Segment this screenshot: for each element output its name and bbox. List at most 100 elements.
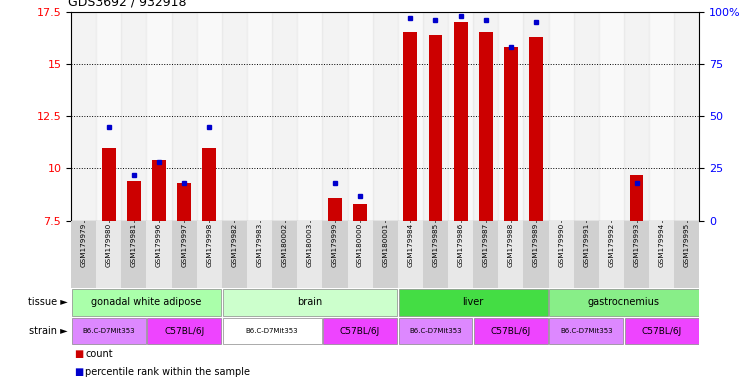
Text: ■: ■ [74,349,84,359]
Bar [649,12,674,221]
Text: GSM179998: GSM179998 [206,223,212,267]
Bar [524,12,548,221]
Text: liver: liver [462,297,484,308]
Text: GSM180000: GSM180000 [357,223,363,267]
Text: GSM179979: GSM179979 [81,223,87,267]
Bar [197,12,222,221]
Bar [328,198,342,221]
Bar [599,12,624,221]
Bar [322,12,348,221]
Text: tissue ►: tissue ► [28,297,67,308]
Bar [152,160,166,221]
Bar [649,221,674,288]
FancyBboxPatch shape [72,318,146,344]
Bar [504,47,518,221]
Bar [121,12,147,221]
Bar [272,12,297,221]
Text: C57BL/6J: C57BL/6J [642,327,682,336]
Bar [102,147,116,221]
FancyBboxPatch shape [399,318,473,344]
Text: GSM179996: GSM179996 [156,223,162,267]
Bar [147,12,171,221]
Bar [398,221,423,288]
Text: percentile rank within the sample: percentile rank within the sample [85,366,250,377]
Bar [473,12,498,221]
Bar [127,181,141,221]
FancyBboxPatch shape [147,318,221,344]
Bar [423,12,448,221]
FancyBboxPatch shape [72,289,221,316]
Bar [171,221,197,288]
Text: GSM179981: GSM179981 [131,223,137,267]
Text: B6.C-D7Mit353: B6.C-D7Mit353 [246,328,298,334]
Text: gastrocnemius: gastrocnemius [588,297,660,308]
FancyBboxPatch shape [399,289,548,316]
Text: GSM179983: GSM179983 [257,223,263,267]
Bar [524,221,548,288]
Bar [624,221,649,288]
FancyBboxPatch shape [625,318,699,344]
Bar [222,221,247,288]
Bar [353,204,367,221]
Bar [272,221,297,288]
Bar [247,221,272,288]
Text: C57BL/6J: C57BL/6J [340,327,380,336]
Bar [177,183,191,221]
Bar [498,221,524,288]
Text: strain ►: strain ► [28,326,67,336]
Bar [197,221,222,288]
Bar [448,12,473,221]
Text: gonadal white adipose: gonadal white adipose [91,297,202,308]
Text: GDS3692 / 932918: GDS3692 / 932918 [68,0,186,9]
Bar [574,221,599,288]
Bar [674,221,699,288]
Bar [71,221,96,288]
Text: GSM179988: GSM179988 [508,223,514,267]
Bar [630,175,643,221]
Bar [96,221,121,288]
Bar [498,12,524,221]
Bar [71,12,96,221]
Bar [297,12,322,221]
Text: brain: brain [297,297,322,308]
Text: C57BL/6J: C57BL/6J [491,327,531,336]
Bar [121,221,147,288]
Text: B6.C-D7Mit353: B6.C-D7Mit353 [560,328,613,334]
Bar [373,12,398,221]
Text: B6.C-D7Mit353: B6.C-D7Mit353 [409,328,462,334]
Text: GSM179991: GSM179991 [583,223,589,267]
Text: GSM179984: GSM179984 [408,223,414,267]
Text: GSM180001: GSM180001 [382,223,388,267]
FancyBboxPatch shape [549,318,623,344]
FancyBboxPatch shape [223,318,322,344]
Text: GSM179995: GSM179995 [684,223,690,267]
Text: GSM179993: GSM179993 [634,223,640,267]
Text: GSM179982: GSM179982 [231,223,237,267]
Bar [247,12,272,221]
Text: B6.C-D7Mit353: B6.C-D7Mit353 [82,328,135,334]
Bar [548,221,574,288]
Bar [373,221,398,288]
Bar [297,221,322,288]
Text: GSM179992: GSM179992 [608,223,614,267]
Text: GSM179994: GSM179994 [659,223,665,267]
Bar [429,35,442,221]
Text: GSM179989: GSM179989 [533,223,539,267]
Text: GSM179986: GSM179986 [458,223,464,267]
Text: GSM180002: GSM180002 [282,223,288,267]
Bar [203,147,216,221]
Text: GSM179990: GSM179990 [558,223,564,267]
Bar [674,12,699,221]
Text: GSM179997: GSM179997 [181,223,187,267]
Bar [348,221,373,288]
Bar [222,12,247,221]
FancyBboxPatch shape [474,318,548,344]
Bar [454,22,468,221]
Bar [473,221,498,288]
Bar [448,221,473,288]
Bar [322,221,348,288]
Bar [479,33,493,221]
Bar [398,12,423,221]
Bar [624,12,649,221]
Bar [171,12,197,221]
